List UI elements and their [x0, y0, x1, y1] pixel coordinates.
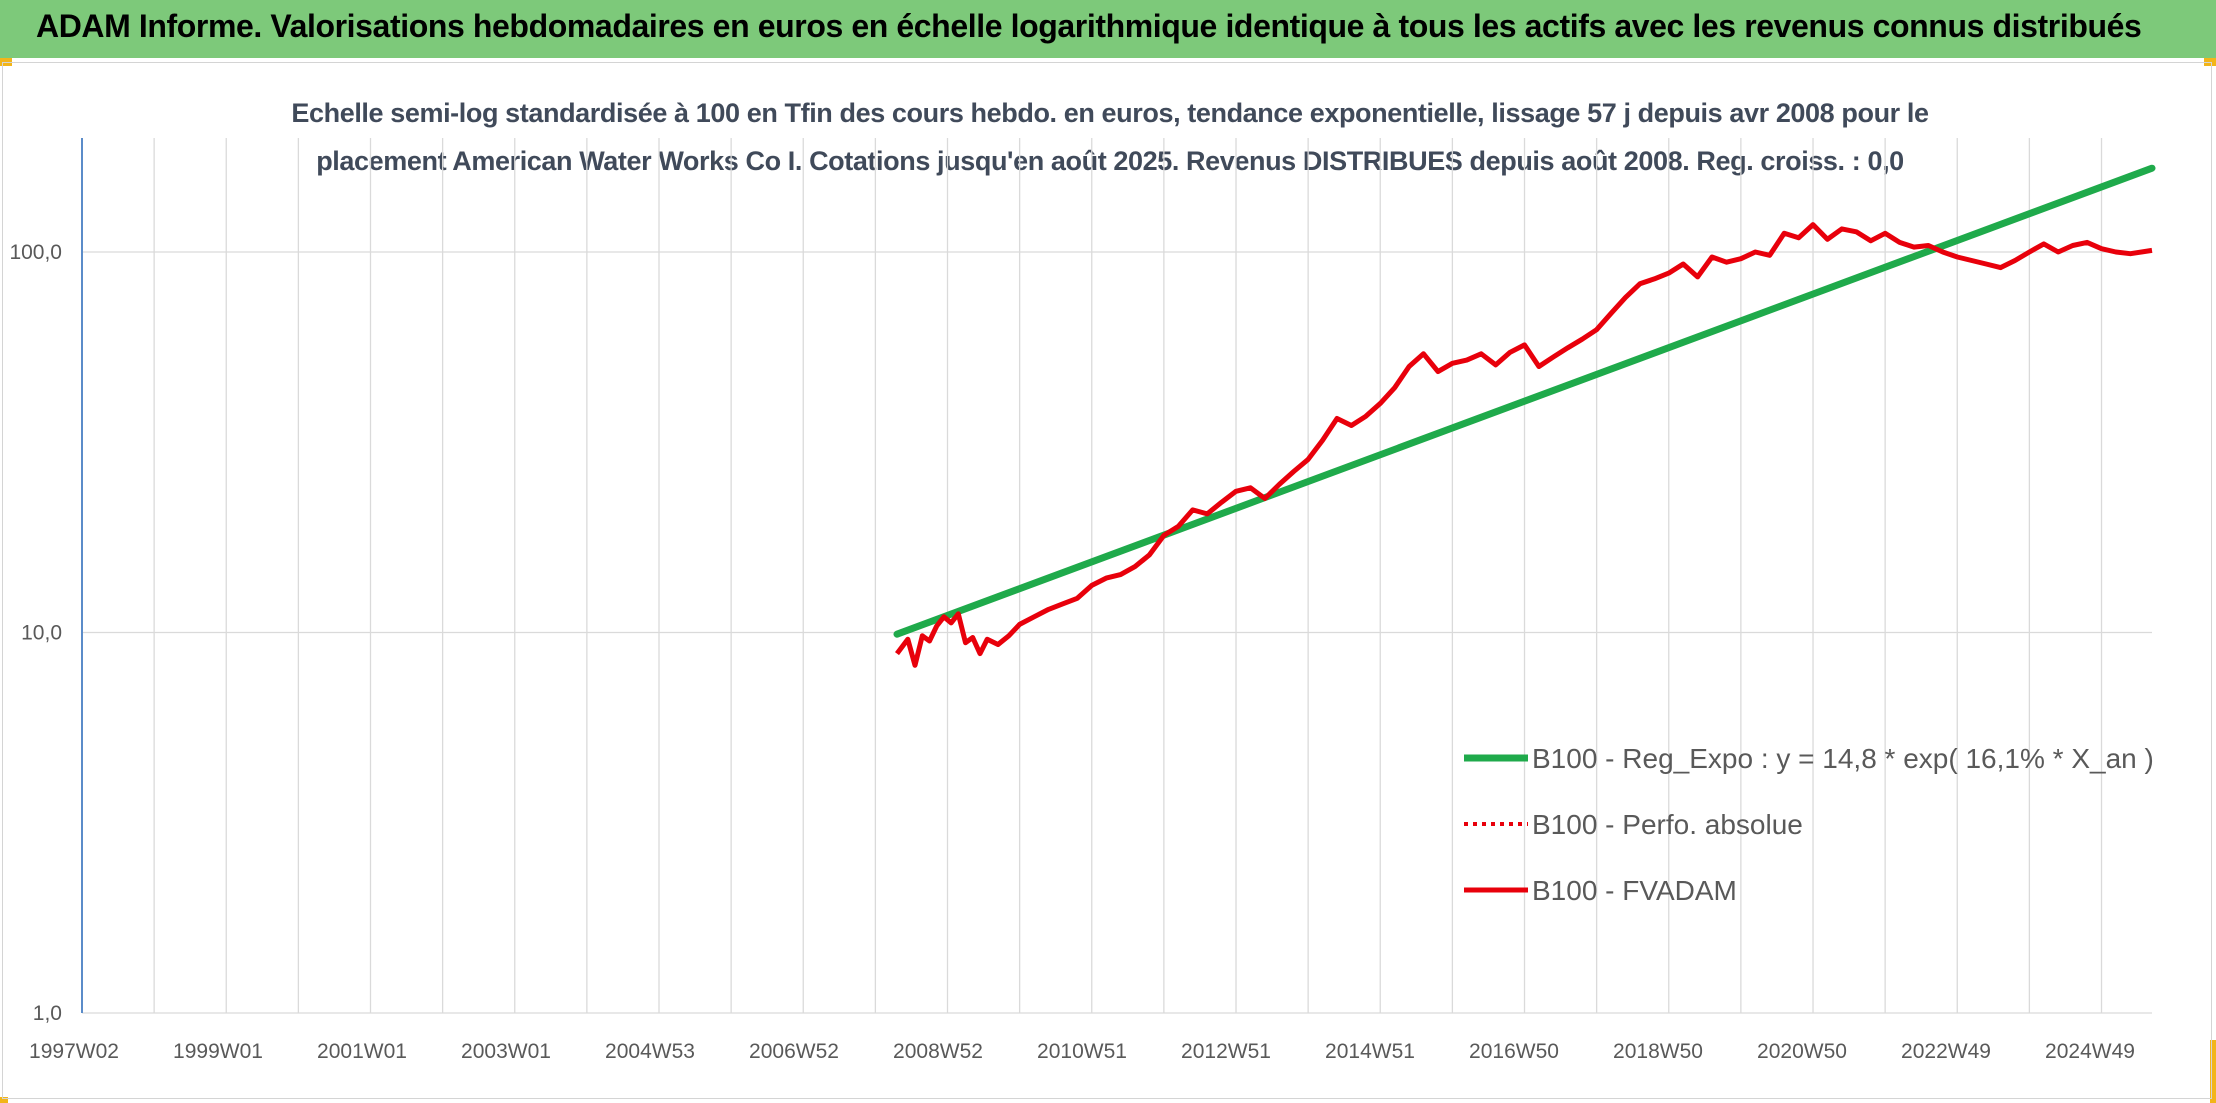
x-tick-label: 2006W52	[749, 1040, 839, 1063]
report-title: ADAM Informe. Valorisations hebdomadaire…	[36, 8, 2142, 44]
x-tick-label: 1999W01	[173, 1040, 263, 1063]
chart-title-line: Echelle semi-log standardisée à 100 en T…	[291, 98, 1929, 128]
legend-label: B100 - Perfo. absolue	[1532, 809, 1803, 840]
x-tick-label: 2020W50	[1757, 1040, 1847, 1063]
x-tick-label: 2010W51	[1037, 1040, 1127, 1063]
y-tick-label: 100,0	[9, 241, 62, 264]
x-tick-label: 2016W50	[1469, 1040, 1559, 1063]
x-tick-label: 2014W51	[1325, 1040, 1415, 1063]
y-tick-label: 10,0	[21, 622, 62, 645]
chart-title-line: placement American Water Works Co I. Cot…	[316, 146, 1904, 176]
y-tick-label: 1,0	[33, 1002, 62, 1025]
series-line-reg-expo	[893, 164, 2156, 638]
x-tick-label: 2001W01	[317, 1040, 407, 1063]
x-tick-label: 2018W50	[1613, 1040, 1703, 1063]
legend-label: B100 - FVADAM	[1532, 875, 1737, 906]
x-tick-label: 1997W02	[29, 1040, 119, 1063]
x-tick-label: 2024W49	[2045, 1040, 2135, 1063]
x-tick-label: 2022W49	[1901, 1040, 1991, 1063]
chart-frame	[2, 62, 2212, 1099]
corner-marker-bl	[0, 1097, 8, 1103]
corner-marker-br	[2210, 1040, 2216, 1103]
legend-label: B100 - Reg_Expo : y = 14,8 * exp( 16,1% …	[1532, 743, 2154, 774]
x-tick-label: 2012W51	[1181, 1040, 1271, 1063]
header-bar: ADAM Informe. Valorisations hebdomadaire…	[0, 0, 2216, 58]
series-line-fvadam	[895, 222, 2153, 668]
x-tick-label: 2003W01	[461, 1040, 551, 1063]
x-tick-label: 2008W52	[893, 1040, 983, 1063]
x-tick-label: 2004W53	[605, 1040, 695, 1063]
